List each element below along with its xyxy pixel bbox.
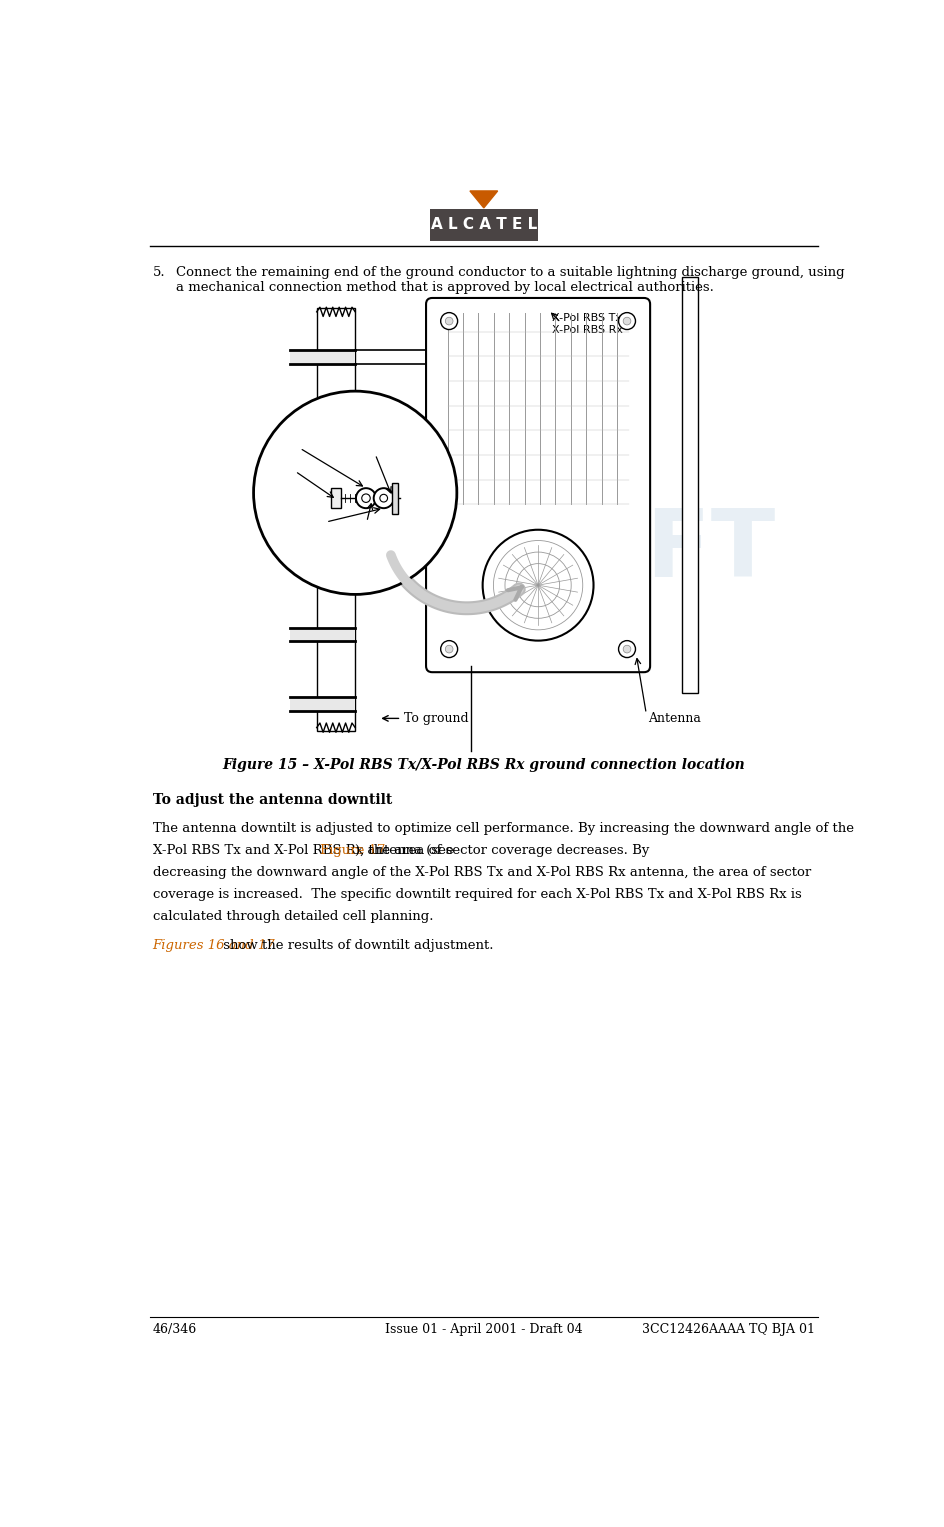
Text: Figure 17: Figure 17 — [320, 844, 385, 857]
Text: X-Pol
RBS Tx
X-Pol
RBS Rx: X-Pol RBS Tx X-Pol RBS Rx — [362, 437, 396, 483]
Text: show the results of downtilt adjustment.: show the results of downtilt adjustment. — [219, 939, 494, 951]
Text: Ground
wire: Ground wire — [357, 522, 396, 544]
FancyBboxPatch shape — [426, 298, 650, 672]
Text: Figure 15 – X-Pol RBS Tx/X-Pol RBS Rx ground connection location: Figure 15 – X-Pol RBS Tx/X-Pol RBS Rx gr… — [223, 757, 745, 771]
Bar — [316, 308, 355, 731]
Circle shape — [623, 646, 631, 654]
Text: X-Pol RBS Tx and X-Pol RBS Rx antenna (see: X-Pol RBS Tx and X-Pol RBS Rx antenna (s… — [153, 844, 458, 857]
Text: ), the area of sector coverage decreases. By: ), the area of sector coverage decreases… — [355, 844, 649, 857]
Text: 5.: 5. — [153, 266, 165, 278]
Polygon shape — [470, 191, 497, 208]
Bar — [430, 209, 538, 241]
Text: Issue 01 - April 2001 - Draft 04: Issue 01 - April 2001 - Draft 04 — [385, 1324, 582, 1336]
Circle shape — [446, 318, 453, 325]
Text: coverage is increased.  The specific downtilt required for each X-Pol RBS Tx and: coverage is increased. The specific down… — [153, 889, 801, 901]
Circle shape — [356, 489, 376, 508]
Text: To adjust the antenna downtilt: To adjust the antenna downtilt — [153, 793, 392, 808]
Text: X-Pol RBS Tx
X-Pol RBS Rx: X-Pol RBS Tx X-Pol RBS Rx — [551, 313, 622, 334]
Text: Washer: Washer — [269, 443, 308, 454]
Bar — [290, 696, 355, 710]
Text: Connect the remaining end of the ground conductor to a suitable lightning discha: Connect the remaining end of the ground … — [176, 266, 845, 293]
Text: Figures 16 and 17: Figures 16 and 17 — [153, 939, 276, 951]
Bar — [290, 458, 355, 472]
Bar — [683, 278, 698, 693]
Circle shape — [623, 318, 631, 325]
Bar — [290, 350, 355, 365]
Circle shape — [362, 493, 370, 502]
Text: The antenna downtilt is adjusted to optimize cell performance. By increasing the: The antenna downtilt is adjusted to opti… — [153, 823, 853, 835]
Circle shape — [441, 313, 458, 330]
Text: A L C A T E L: A L C A T E L — [430, 217, 537, 232]
Text: calculated through detailed cell planning.: calculated through detailed cell plannin… — [153, 910, 433, 924]
Circle shape — [379, 495, 388, 502]
Circle shape — [618, 313, 635, 330]
Text: Circular
lug: Circular lug — [286, 525, 327, 547]
Text: 3CC12426AAAA TQ BJA 01: 3CC12426AAAA TQ BJA 01 — [642, 1324, 815, 1336]
Text: decreasing the downward angle of the X-Pol RBS Tx and X-Pol RBS Rx antenna, the : decreasing the downward angle of the X-P… — [153, 866, 811, 880]
Text: DRAFT: DRAFT — [423, 504, 776, 597]
Circle shape — [254, 391, 457, 594]
Bar — [330, 489, 342, 508]
Text: Bolt: Bolt — [269, 466, 290, 476]
Circle shape — [374, 489, 394, 508]
Bar — [290, 628, 355, 641]
Circle shape — [482, 530, 594, 641]
Circle shape — [446, 646, 453, 654]
Circle shape — [441, 641, 458, 658]
Text: Antenna: Antenna — [648, 712, 700, 725]
Text: To ground: To ground — [404, 712, 468, 725]
Circle shape — [618, 641, 635, 658]
Bar — [392, 483, 398, 513]
Text: 46/346: 46/346 — [153, 1324, 197, 1336]
